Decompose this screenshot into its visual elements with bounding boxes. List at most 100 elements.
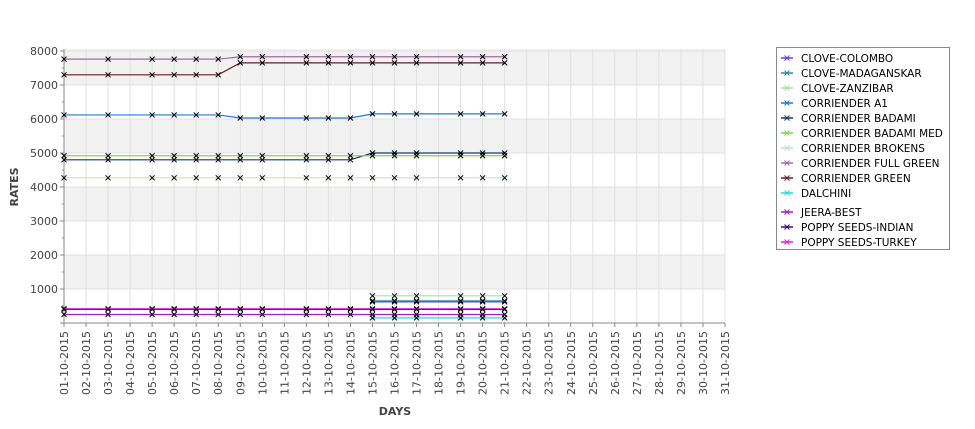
series-corriender-a1 [61, 111, 508, 121]
data-point-marker [501, 311, 508, 318]
data-point-marker [784, 239, 790, 245]
x-tick-label: 19-10-2015 [455, 331, 468, 395]
data-point-marker [215, 71, 222, 78]
data-point-marker [149, 152, 155, 159]
legend-item: DALCHINI [781, 188, 851, 200]
data-point-marker [369, 152, 376, 159]
data-point-marker [347, 115, 354, 121]
data-point-marker [501, 111, 508, 117]
data-point-marker [501, 298, 508, 304]
legend-label: CLOVE-MADAGANSKAR [801, 68, 922, 80]
data-point-marker [237, 152, 244, 159]
data-point-marker [413, 298, 420, 304]
x-tick-label: 18-10-2015 [433, 331, 446, 395]
data-point-marker [479, 292, 486, 299]
data-point-marker [501, 53, 508, 60]
data-point-marker [149, 56, 155, 63]
legend-label: CORRIENDER GREEN [801, 173, 911, 185]
legend-label: CORRIENDER BADAMI MED [801, 128, 943, 140]
x-tick-label: 15-10-2015 [366, 331, 379, 395]
data-point-marker [369, 111, 376, 117]
data-point-marker [61, 156, 67, 163]
data-point-marker [61, 71, 67, 78]
y-tick-label: 6000 [30, 113, 58, 126]
data-point-marker [237, 174, 244, 181]
data-point-marker [784, 100, 790, 106]
legend-item: CORRIENDER BADAMI [781, 113, 916, 125]
legend-item: CORRIENDER GREEN [781, 173, 911, 185]
y-tick-label: 2000 [30, 249, 58, 262]
data-point-marker [479, 305, 486, 312]
data-point-marker [413, 53, 420, 60]
data-point-marker [479, 174, 486, 181]
x-tick-label: 08-10-2015 [212, 331, 225, 395]
legend-item: CLOVE-MADAGANSKAR [781, 68, 922, 80]
data-point-marker [784, 130, 790, 136]
data-point-marker [149, 156, 155, 163]
x-tick-label: 25-10-2015 [587, 331, 600, 395]
data-point-marker [61, 112, 67, 118]
x-tick-label: 05-10-2015 [146, 331, 159, 395]
data-point-marker [413, 311, 420, 318]
x-tick-label: 09-10-2015 [234, 331, 247, 395]
data-point-marker [501, 305, 508, 312]
data-point-marker [784, 85, 790, 91]
data-point-marker [413, 299, 420, 305]
legend-label: DALCHINI [801, 188, 851, 200]
data-point-marker [479, 299, 486, 305]
series-corriender-badami-med [61, 152, 508, 159]
x-tick-label: 12-10-2015 [300, 331, 313, 395]
x-tick-label: 16-10-2015 [389, 331, 402, 395]
data-point-marker [237, 115, 244, 121]
data-point-marker [105, 152, 111, 159]
data-point-marker [479, 152, 486, 159]
data-point-marker [171, 311, 178, 318]
data-point-marker [479, 53, 486, 60]
x-tick-label: 10-10-2015 [256, 331, 269, 395]
x-tick-label: 30-10-2015 [697, 331, 710, 395]
legend-item: CLOVE-COLOMBO [781, 53, 893, 65]
data-point-marker [303, 115, 310, 121]
legend-label: CORRIENDER FULL GREEN [801, 158, 939, 170]
series-poppy-seeds-turkey [61, 305, 508, 312]
data-point-marker [457, 292, 464, 299]
data-point-marker [501, 174, 508, 181]
data-point-marker [149, 112, 155, 118]
data-point-marker [171, 156, 178, 163]
data-point-marker [215, 56, 222, 63]
y-tick-label: 7000 [30, 79, 58, 92]
data-point-marker [325, 152, 332, 159]
data-point-marker [391, 292, 398, 299]
data-point-marker [303, 152, 310, 159]
series-clove-colombo [369, 299, 508, 305]
x-tick-label: 29-10-2015 [675, 331, 688, 395]
data-point-marker [303, 305, 310, 312]
legend-label: CLOVE-COLOMBO [801, 53, 893, 65]
x-tick-label: 31-10-2015 [719, 331, 732, 395]
data-point-marker [391, 152, 398, 159]
legend-item: CORRIENDER BROKENS [781, 143, 925, 155]
data-point-marker [149, 311, 155, 318]
data-point-marker [369, 311, 376, 318]
data-point-marker [325, 53, 332, 60]
x-tick-label: 02-10-2015 [80, 331, 93, 395]
x-tick-label: 28-10-2015 [653, 331, 666, 395]
data-point-marker [479, 60, 486, 66]
data-point-marker [105, 156, 111, 163]
data-point-marker [237, 53, 244, 60]
data-point-marker [347, 60, 354, 66]
x-tick-label: 04-10-2015 [124, 331, 137, 395]
data-point-marker [171, 71, 178, 78]
y-tick-label: 8000 [30, 45, 58, 58]
data-point-marker [457, 298, 464, 304]
data-point-marker [215, 112, 222, 118]
data-point-marker [413, 292, 420, 299]
data-point-marker [501, 299, 508, 305]
legend-item: CORRIENDER BADAMI MED [781, 128, 943, 140]
data-point-marker [215, 152, 222, 159]
data-point-marker [61, 311, 67, 318]
data-point-marker [171, 152, 178, 159]
x-tick-label: 07-10-2015 [190, 331, 203, 395]
data-point-marker [325, 156, 332, 163]
